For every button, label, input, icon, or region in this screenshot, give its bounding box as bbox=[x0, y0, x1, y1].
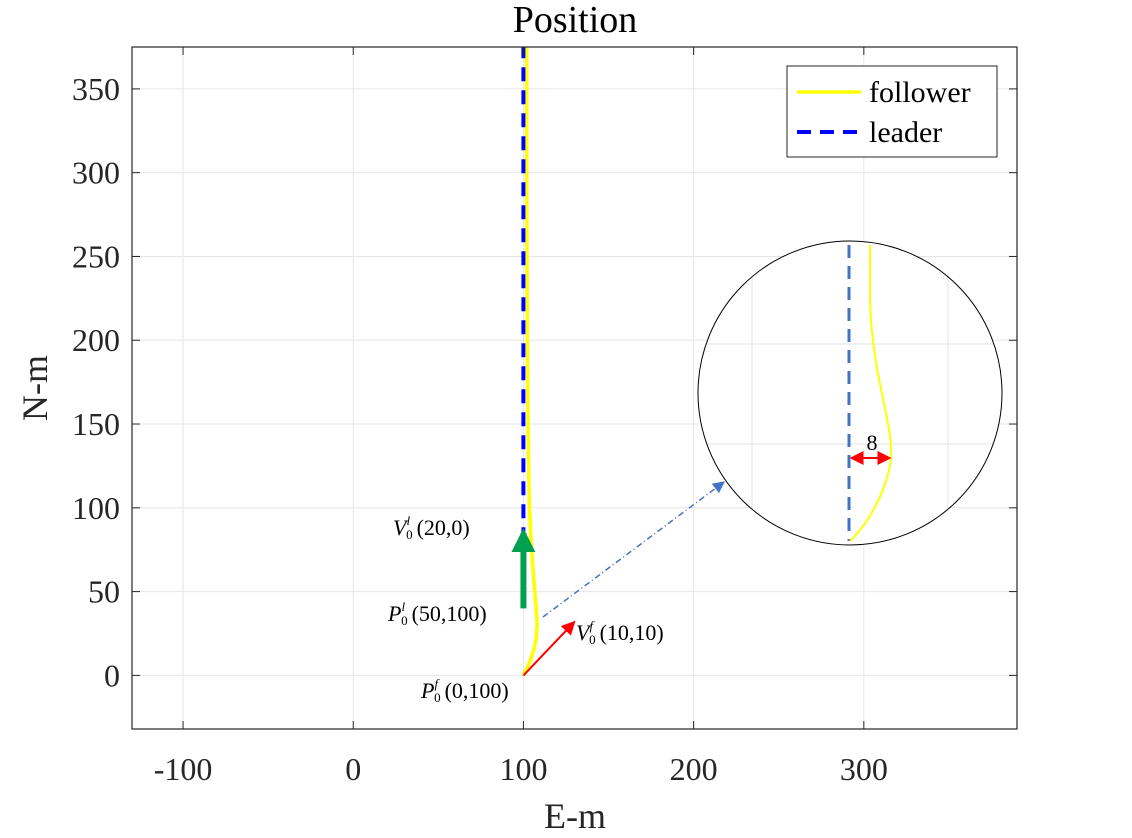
y-tick-label: 100 bbox=[72, 490, 120, 526]
y-tick-label: 250 bbox=[72, 238, 120, 274]
chart-title: Position bbox=[513, 0, 638, 41]
legend-leader-label: leader bbox=[869, 116, 942, 149]
follower-velocity-arrow bbox=[522, 620, 576, 677]
follower-position-label: Pf 0 (0,100) bbox=[420, 676, 509, 705]
x-tick-label: 100 bbox=[499, 751, 547, 787]
zoom-inset: 8 bbox=[697, 240, 1003, 546]
y-tick-label: 0 bbox=[104, 657, 120, 693]
legend-box bbox=[786, 65, 998, 158]
y-tick-label: 150 bbox=[72, 406, 120, 442]
y-tick-label: 200 bbox=[72, 322, 120, 358]
x-tick-label: 300 bbox=[840, 751, 888, 787]
leader-position-label: Pl 0 (50,100) bbox=[387, 599, 487, 628]
y-tick-label: 50 bbox=[88, 574, 120, 610]
x-axis: -100 0 100 200 300 bbox=[154, 751, 888, 787]
x-tick-label: 200 bbox=[670, 751, 718, 787]
axes-box bbox=[131, 46, 1018, 730]
y-tick-label: 300 bbox=[72, 155, 120, 191]
y-axis-title: N-m bbox=[15, 355, 55, 421]
legend: follower leader bbox=[786, 65, 998, 158]
axis-ticks bbox=[132, 47, 1017, 729]
x-axis-title: E-m bbox=[544, 796, 606, 836]
legend-follower-label: follower bbox=[869, 76, 971, 109]
follower-velocity-label: Vf 0 (10,10) bbox=[576, 618, 664, 647]
y-axis: 0 50 100 150 200 250 300 350 bbox=[72, 71, 120, 693]
zoom-follower-curve bbox=[849, 245, 893, 542]
series-follower-line bbox=[521, 47, 539, 677]
x-tick-label: -100 bbox=[154, 751, 213, 787]
zoom-gap-label: 8 bbox=[867, 430, 878, 455]
x-tick-label: 0 bbox=[345, 751, 361, 787]
y-tick-label: 350 bbox=[72, 71, 120, 107]
leader-velocity-label: Vl 0 (20,0) bbox=[393, 513, 470, 542]
